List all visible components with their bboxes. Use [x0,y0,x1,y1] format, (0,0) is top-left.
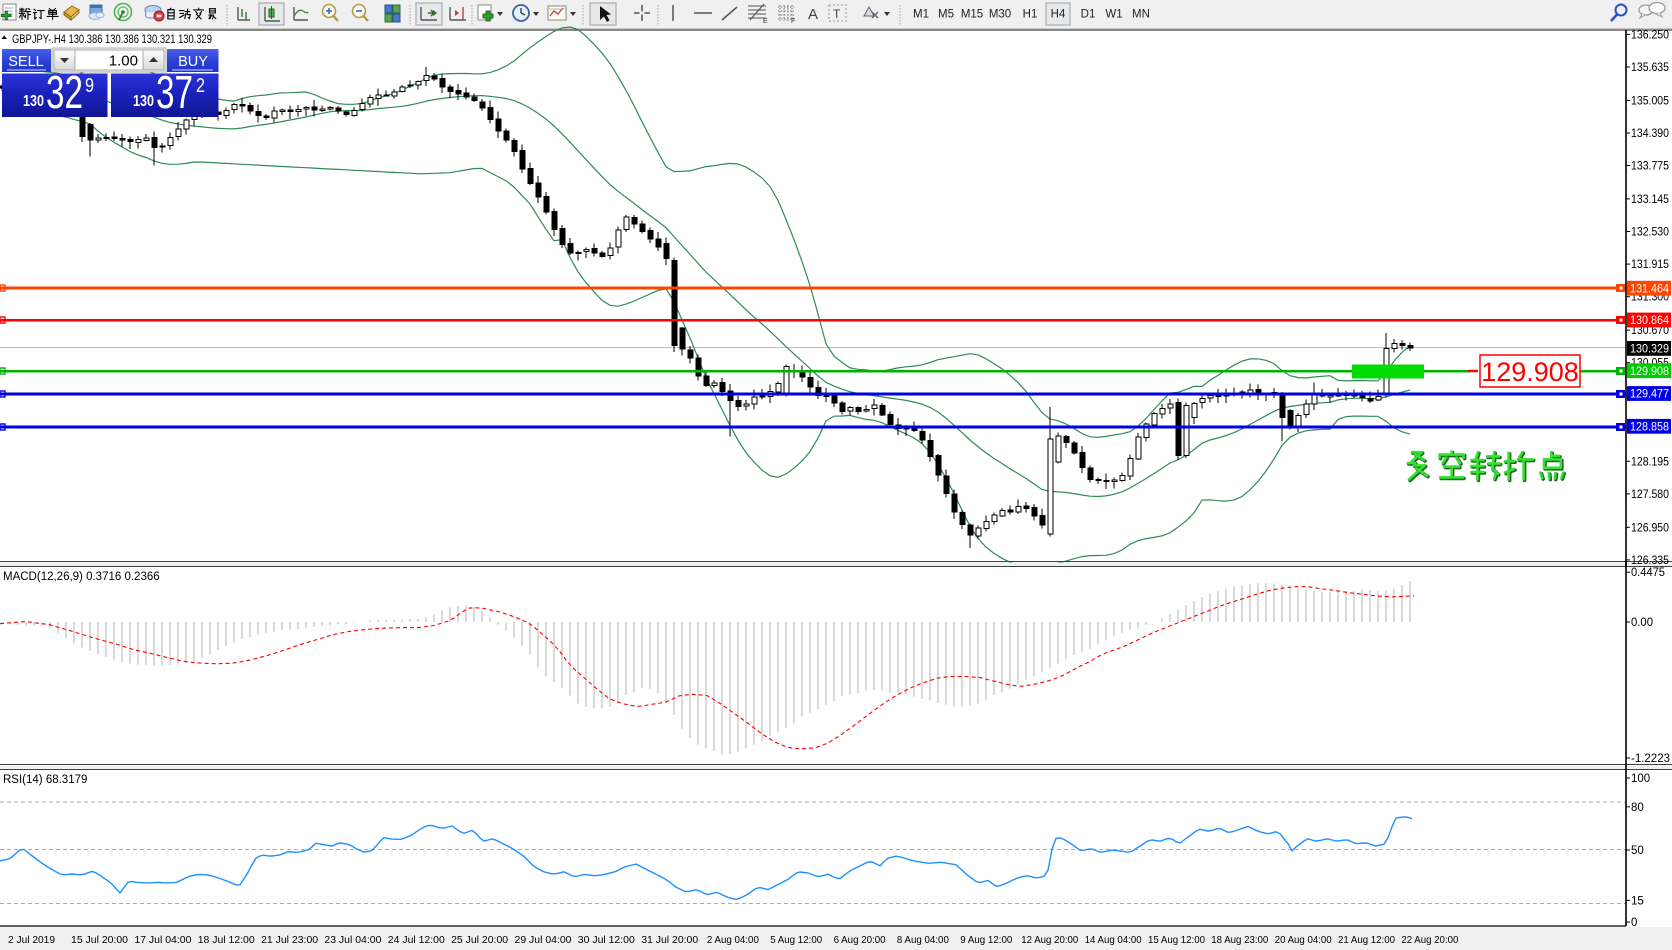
svg-text:BUY: BUY [178,54,208,70]
svg-text:-1.2223: -1.2223 [1631,753,1670,765]
svg-text:25 Jul 20:00: 25 Jul 20:00 [451,934,508,946]
svg-text:0: 0 [1631,917,1637,929]
svg-text:RSI(14) 68.3179: RSI(14) 68.3179 [3,774,87,786]
svg-text:24 Jul 12:00: 24 Jul 12:00 [388,934,445,946]
svg-text:12 Aug 20:00: 12 Aug 20:00 [1021,934,1078,946]
svg-text:A: A [808,6,818,23]
svg-text:M5: M5 [938,9,954,21]
svg-text:127.580: 127.580 [1631,489,1669,501]
svg-text:134.390: 134.390 [1631,128,1669,140]
svg-text:0.4475: 0.4475 [1631,567,1665,579]
svg-text:E: E [763,18,768,25]
svg-text:9 Aug 12:00: 9 Aug 12:00 [960,934,1012,946]
svg-text:128.858: 128.858 [1630,419,1669,433]
svg-text:MN: MN [1132,9,1150,21]
svg-text:F: F [791,18,795,25]
svg-text:131.915: 131.915 [1631,259,1669,271]
svg-text:18 Jul 12:00: 18 Jul 12:00 [198,934,255,946]
svg-text:126.335: 126.335 [1631,555,1669,567]
svg-text:131.464: 131.464 [1630,281,1669,295]
svg-text:20 Aug 04:00: 20 Aug 04:00 [1275,934,1332,946]
svg-text:0.00: 0.00 [1631,617,1653,629]
svg-text:GBPJPY-.H4 130.386 130.386 130: GBPJPY-.H4 130.386 130.386 130.321 130.3… [12,34,212,46]
svg-text:31 Jul 20:00: 31 Jul 20:00 [641,934,698,946]
svg-text:MACD(12,26,9) 0.3716 0.2366: MACD(12,26,9) 0.3716 0.2366 [3,571,160,583]
svg-text:2: 2 [196,75,205,97]
svg-text:15: 15 [1631,895,1644,907]
svg-text:21 Jul 23:00: 21 Jul 23:00 [261,934,318,946]
svg-text:15 Aug 12:00: 15 Aug 12:00 [1148,934,1205,946]
svg-text:29 Jul 04:00: 29 Jul 04:00 [515,934,572,946]
svg-text:M30: M30 [989,9,1011,21]
svg-text:22 Aug 20:00: 22 Aug 20:00 [1401,934,1458,946]
svg-text:135.005: 135.005 [1631,95,1669,107]
svg-text:130.864: 130.864 [1630,313,1669,327]
svg-text:14 Aug 04:00: 14 Aug 04:00 [1085,934,1142,946]
svg-text:130: 130 [23,93,44,110]
svg-text:W1: W1 [1105,9,1122,21]
svg-text:2 Aug 04:00: 2 Aug 04:00 [707,934,759,946]
svg-text:80: 80 [1631,802,1644,814]
svg-text:133.145: 133.145 [1631,194,1669,206]
svg-text:130.329: 130.329 [1630,342,1669,356]
svg-text:18 Aug 23:00: 18 Aug 23:00 [1211,934,1268,946]
svg-text:23 Jul 04:00: 23 Jul 04:00 [324,934,381,946]
svg-text:130.670: 130.670 [1631,325,1669,337]
svg-text:SELL: SELL [8,54,43,70]
svg-text:6 Aug 20:00: 6 Aug 20:00 [834,934,886,946]
svg-text:8 Aug 04:00: 8 Aug 04:00 [897,934,949,946]
svg-text:M1: M1 [913,9,929,21]
svg-text:37: 37 [156,66,193,118]
svg-text:136.250: 136.250 [1631,29,1669,41]
svg-text:128.195: 128.195 [1631,456,1669,468]
svg-text:133.775: 133.775 [1631,161,1669,173]
svg-text:32: 32 [46,66,83,118]
svg-text:21 Aug 12:00: 21 Aug 12:00 [1338,934,1395,946]
svg-text:135.635: 135.635 [1631,62,1669,74]
svg-text:132.530: 132.530 [1631,227,1669,239]
svg-text:T: T [833,7,841,21]
svg-text:126.950: 126.950 [1631,522,1669,534]
svg-text:15 Jul 20:00: 15 Jul 20:00 [71,934,128,946]
svg-text:100: 100 [1631,773,1650,785]
svg-text:129.477: 129.477 [1630,387,1669,401]
svg-text:129.908: 129.908 [1481,357,1579,387]
svg-text:30 Jul 12:00: 30 Jul 12:00 [578,934,635,946]
svg-text:M15: M15 [961,9,983,21]
svg-text:9: 9 [85,75,94,97]
svg-text:H4: H4 [1051,9,1066,21]
svg-text:D1: D1 [1081,9,1096,21]
svg-text:129.908: 129.908 [1630,364,1669,378]
svg-text:50: 50 [1631,845,1644,857]
svg-text:1.00: 1.00 [109,53,138,70]
svg-text:17 Jul 04:00: 17 Jul 04:00 [134,934,191,946]
svg-text:H1: H1 [1023,9,1038,21]
svg-text:2 Jul 2019: 2 Jul 2019 [8,934,55,946]
svg-text:5 Aug 12:00: 5 Aug 12:00 [770,934,822,946]
svg-text:130: 130 [133,93,154,110]
